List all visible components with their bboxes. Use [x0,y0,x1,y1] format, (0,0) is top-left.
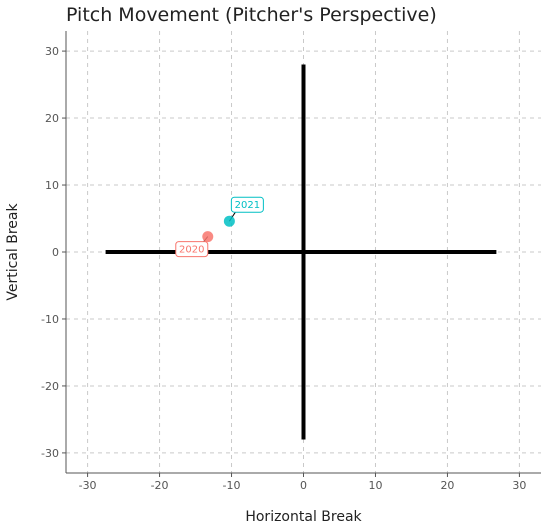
ticks-layer: -30 -20 -10 0 10 20 30 -30 -20 -10 0 10 20 30 [41,45,526,492]
x-tick-label: 30 [512,479,526,492]
chart-title: Pitch Movement (Pitcher's Perspective) [66,4,437,26]
x-tick-label: -30 [79,479,97,492]
data-point [202,231,214,243]
points-layer: 2020 2021 [175,196,264,258]
y-tick-label: 30 [45,45,59,58]
x-tick-label: 0 [300,479,307,492]
point-label: 2021 [235,200,260,211]
x-tick-label: 20 [440,479,454,492]
x-tick-label: -20 [151,479,169,492]
y-tick-label: 10 [45,179,59,192]
x-tick-label: 10 [368,479,382,492]
y-axis-title: Vertical Break [5,203,21,301]
y-tick-label: 0 [52,246,59,259]
data-point [223,215,235,227]
point-label: 2020 [179,245,204,256]
point-label-box [230,196,264,213]
y-tick-label: 20 [45,112,59,125]
x-axis-title: Horizontal Break [245,509,362,525]
y-tick-label: -20 [41,380,59,393]
x-tick-label: -10 [223,479,241,492]
y-tick-label: -30 [41,447,59,460]
point-label-box [175,241,209,258]
y-tick-label: -10 [41,313,59,326]
